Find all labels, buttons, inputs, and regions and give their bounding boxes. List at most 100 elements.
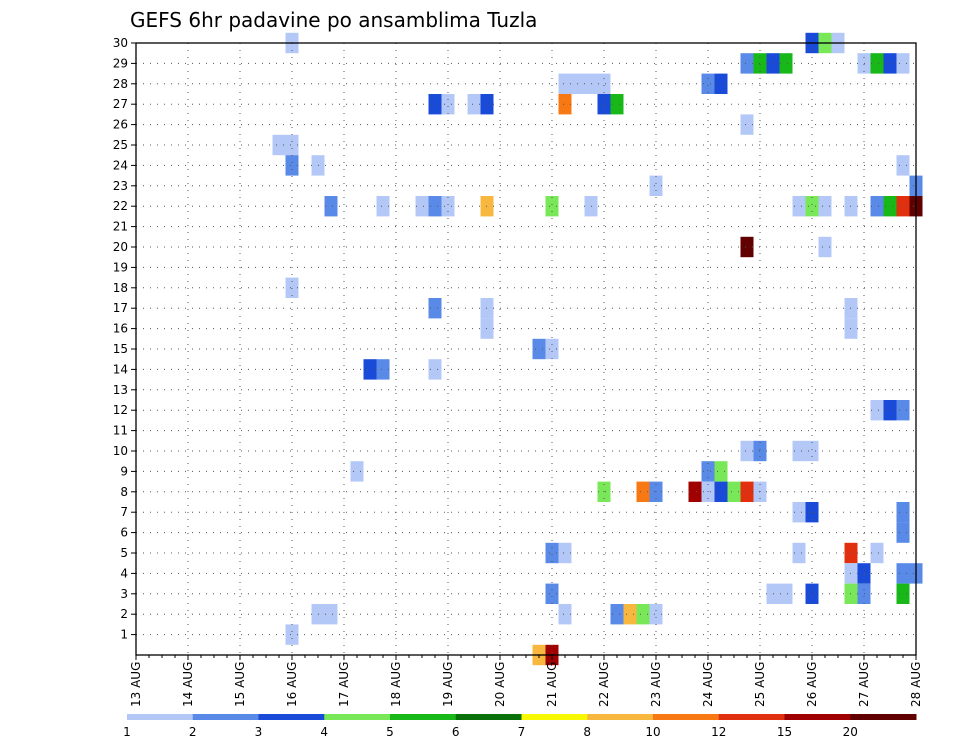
colorbar-label: 8 <box>583 725 591 739</box>
heatmap-cell <box>532 338 546 360</box>
y-tick-label: 9 <box>120 464 128 478</box>
heatmap-cell <box>558 73 572 94</box>
heatmap-cell <box>545 338 559 360</box>
colorbar-label: 12 <box>711 725 726 739</box>
y-tick-label: 24 <box>113 158 128 172</box>
heatmap-cell <box>779 583 793 604</box>
y-tick-label: 1 <box>120 628 128 642</box>
heatmap-cell <box>870 53 884 74</box>
heatmap-cell <box>792 502 806 523</box>
x-tick-label: 26 AUG <box>805 662 819 707</box>
x-tick-label: 19 AUG <box>441 662 455 707</box>
heatmap-cell <box>558 604 572 625</box>
x-tick-label: 15 AUG <box>233 662 247 707</box>
y-tick-label: 27 <box>113 97 128 111</box>
x-tick-label: 25 AUG <box>753 662 767 707</box>
heatmap-cells <box>272 32 923 666</box>
heatmap-cell <box>818 236 832 258</box>
heatmap-cell <box>415 196 429 217</box>
heatmap-cell <box>350 461 364 482</box>
x-tick-label: 20 AUG <box>493 662 507 707</box>
y-tick-label: 25 <box>113 138 128 152</box>
x-tick-label: 13 AUG <box>129 662 143 707</box>
chart-title: GEFS 6hr padavine po ansamblima Tuzla <box>130 8 537 32</box>
y-tick-label: 13 <box>113 383 128 397</box>
y-tick-label: 22 <box>113 199 128 213</box>
y-tick-label: 29 <box>113 56 128 70</box>
y-tick-label: 21 <box>113 220 128 234</box>
heatmap-cell <box>740 481 754 502</box>
heatmap-cell <box>688 481 702 502</box>
x-tick-label: 22 AUG <box>597 662 611 707</box>
heatmap-cell <box>623 604 637 625</box>
colorbar-swatch <box>521 714 588 720</box>
heatmap-cell <box>649 604 663 625</box>
heatmap-cell <box>896 400 910 421</box>
colorbar-label: 3 <box>255 725 263 739</box>
x-tick-label: 23 AUG <box>649 662 663 707</box>
heatmap-cell <box>701 73 715 94</box>
heatmap-cell <box>896 502 910 523</box>
heatmap-cell <box>636 481 650 502</box>
x-tick-label: 21 AUG <box>545 662 559 707</box>
y-tick-label: 4 <box>120 566 128 580</box>
x-tick-label: 28 AUG <box>909 662 923 707</box>
heatmap-cell <box>649 175 663 196</box>
y-tick-label: 3 <box>120 587 128 601</box>
heatmap-cell <box>441 94 455 115</box>
heatmap-cell <box>376 196 390 217</box>
heatmap-cell <box>545 542 559 564</box>
heatmap-cell <box>870 542 884 564</box>
y-tick-label: 20 <box>113 240 128 254</box>
y-axis-ticks: 1234567891011121314151617181920212223242… <box>113 36 136 642</box>
heatmap-cell <box>727 481 741 502</box>
heatmap-cell <box>896 522 910 543</box>
heatmap-cell <box>779 53 793 74</box>
y-tick-label: 14 <box>113 362 128 376</box>
colorbar-label: 15 <box>777 725 792 739</box>
heatmap-cell <box>428 298 442 319</box>
colorbar-swatch <box>850 714 917 720</box>
heatmap-cell <box>792 440 806 462</box>
colorbar-swatch <box>718 714 785 720</box>
heatmap-cell <box>896 196 910 217</box>
y-tick-label: 23 <box>113 179 128 193</box>
x-tick-label: 27 AUG <box>857 662 871 707</box>
heatmap-cell <box>714 73 728 94</box>
heatmap-cell <box>597 73 611 94</box>
heatmap-cell <box>285 277 299 298</box>
heatmap-cell <box>558 542 572 564</box>
y-tick-label: 26 <box>113 118 128 132</box>
colorbar-swatch <box>455 714 522 720</box>
heatmap-cell <box>740 114 754 135</box>
heatmap-cell <box>883 53 897 74</box>
heatmap-cell <box>883 400 897 421</box>
colorbar: 1 2 3 4 5 6 7 8 10 12 15 20 <box>123 714 917 739</box>
x-tick-label: 16 AUG <box>285 662 299 707</box>
heatmap-cell <box>805 196 819 217</box>
colorbar-swatch <box>127 714 194 720</box>
colorbar-label: 4 <box>320 725 328 739</box>
colorbar-swatch <box>653 714 720 720</box>
heatmap-cell <box>896 53 910 74</box>
heatmap-cell <box>740 440 754 462</box>
heatmap-cell <box>285 155 299 176</box>
heatmap-cell <box>714 461 728 482</box>
y-tick-label: 5 <box>120 546 128 560</box>
y-tick-label: 16 <box>113 322 128 336</box>
heatmap-cell <box>428 359 442 380</box>
heatmap-cell <box>558 94 572 115</box>
colorbar-swatch <box>784 714 851 720</box>
colorbar-label: 10 <box>645 725 660 739</box>
heatmap-cell <box>896 583 910 604</box>
colorbar-label: 2 <box>189 725 197 739</box>
heatmap-cell <box>324 604 338 625</box>
heatmap-cell <box>324 196 338 217</box>
y-tick-label: 12 <box>113 403 128 417</box>
heatmap-cell <box>740 236 754 258</box>
heatmap-cell <box>376 359 390 380</box>
colorbar-swatch <box>258 714 325 720</box>
heatmap-cell <box>363 359 377 380</box>
colorbar-swatch <box>192 714 259 720</box>
heatmap-cell <box>636 604 650 625</box>
